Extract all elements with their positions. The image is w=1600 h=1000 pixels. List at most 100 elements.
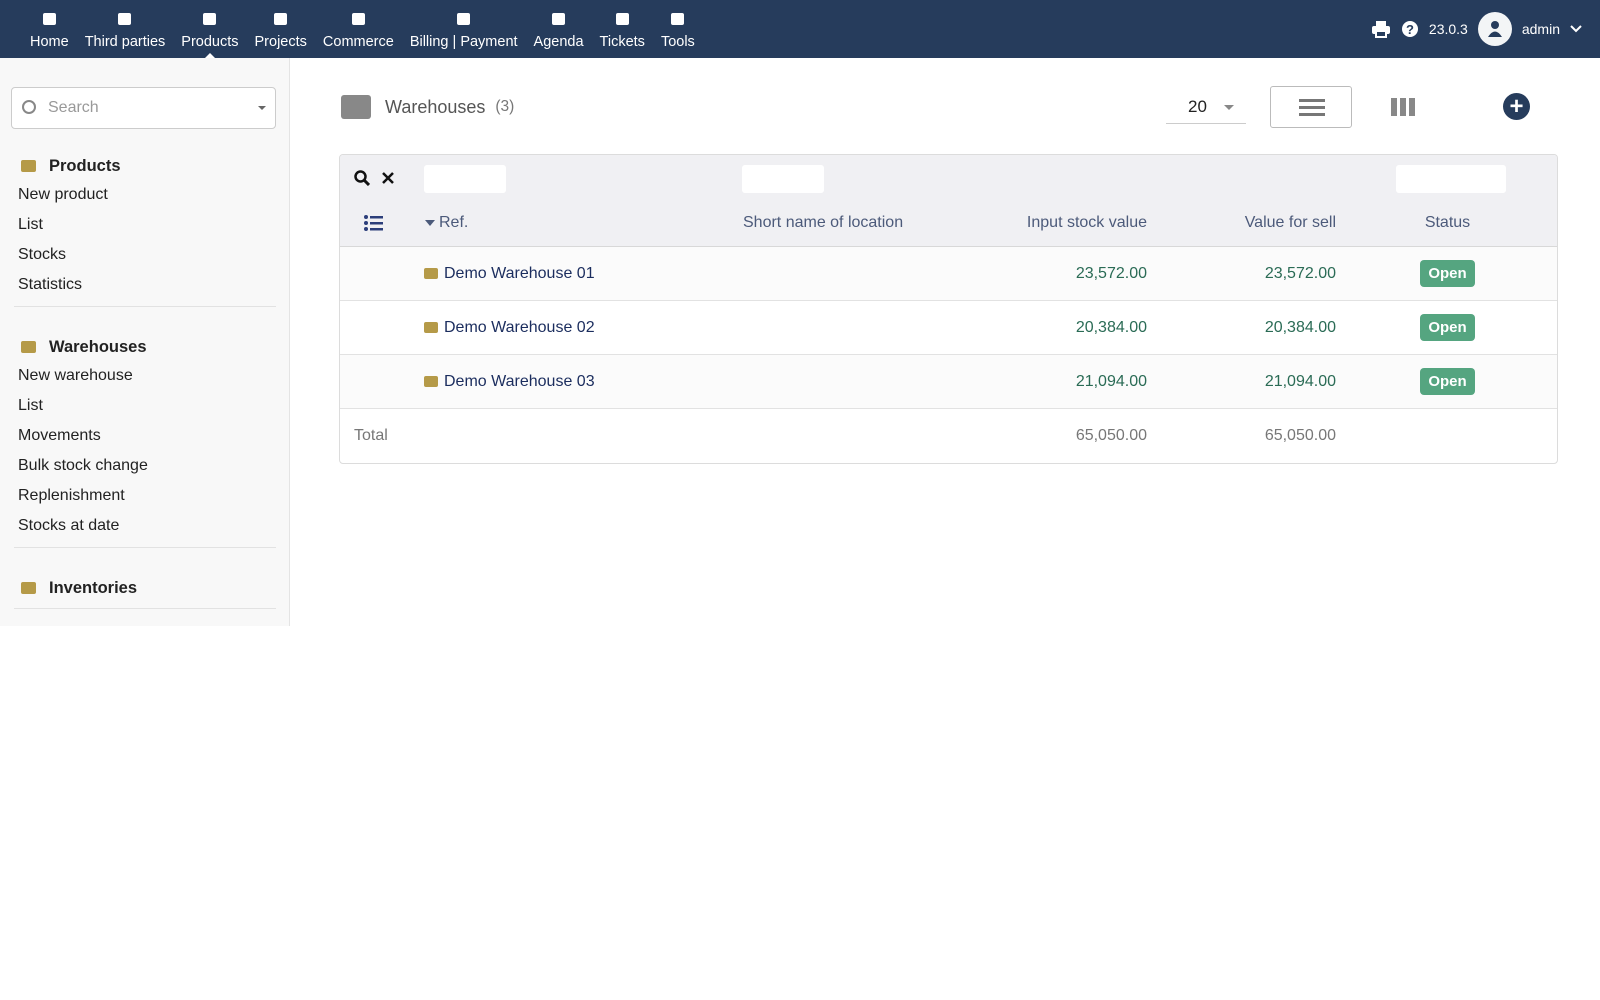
menu-icon [552,13,566,25]
column-header[interactable]: Ref. [424,214,743,232]
help-icon[interactable]: ? [1401,20,1419,38]
menu-link[interactable]: Stocks [18,246,67,263]
menu-item[interactable]: Commerce [315,0,402,58]
menu-label[interactable]: Commerce [322,34,394,50]
menu-label[interactable]: Products [181,34,239,50]
separator [14,547,276,548]
menu-item[interactable]: Third parties [77,0,174,58]
input-stock-value: 23,572.00 [1075,264,1147,282]
menu-link[interactable]: Stocks at date [18,517,120,534]
page-size-select[interactable]: 20 [1166,90,1246,124]
separator [14,608,276,609]
menu-link[interactable]: List [18,216,43,233]
menu-item[interactable]: Billing | Payment [402,0,526,58]
separator [14,306,276,307]
column-selector[interactable] [364,215,384,231]
menu-label[interactable]: Tickets [599,34,645,50]
menu-item[interactable]: Projects [247,0,315,58]
menu-section: Warehouses New warehouse List Movements Bulk… [0,333,290,548]
column-header[interactable]: Value for sell [1244,214,1336,231]
new-button[interactable]: + [1503,93,1530,120]
filter-status[interactable] [1396,165,1506,193]
title-text: Warehouses [385,96,486,117]
total-input-stock-value: 65,050.00 [1075,427,1147,444]
total-label: Total [354,427,388,444]
input-stock-value: 20,384.00 [1075,318,1147,336]
menu-link[interactable]: Statistics [18,276,83,293]
input-stock-value: 21,094.00 [1075,372,1147,390]
top-right: ? 23.0.3 admin [1371,0,1582,58]
warehouse-table: Ref. Short name of location Input stock va… [339,154,1558,464]
menu-section: Inventories [0,574,290,609]
filter-header [340,155,1557,247]
menu-label[interactable]: Billing | Payment [409,34,518,50]
warehouse-ref[interactable]: Demo Warehouse 01 [424,265,743,283]
menu-link[interactable]: Replenishment [18,487,125,504]
column-headers: Ref. Short name of location Input stock va… [340,203,1557,243]
menu-label[interactable]: Projects [254,34,307,50]
value-for-sell: 21,094.00 [1264,372,1336,390]
total-value-for-sell: 65,050.00 [1264,427,1336,444]
menu-icon [671,13,685,25]
menu-icon [615,13,629,25]
menu-label[interactable]: Agenda [533,34,584,50]
total-row: Total 65,050.00 65,050.00 [340,409,1557,463]
print-icon[interactable] [1371,20,1391,38]
status-badge: Open [1420,260,1475,287]
user-name[interactable]: admin [1521,21,1560,37]
warehouse-ref[interactable]: Demo Warehouse 02 [424,319,743,337]
version: 23.0.3 [1428,21,1468,37]
status-cell: Open [1336,368,1557,395]
kanban-view-button[interactable] [1391,98,1415,116]
sort-icon [425,220,435,226]
user-avatar[interactable] [1477,12,1512,46]
record-count: (3) [495,98,515,115]
user-menu-caret[interactable] [1570,25,1582,33]
menu-link[interactable]: List [18,397,43,414]
main-menu: Home Third parties Products Projects Commerc… [22,0,703,58]
svg-text:?: ? [1406,22,1414,37]
table-row: Demo Warehouse 01 23,572.00 23,572.00 Open [340,247,1557,301]
menu-icon [118,13,132,25]
menu-link[interactable]: Movements [18,427,101,444]
column-header[interactable]: Status [1424,214,1471,231]
table-row: Demo Warehouse 02 20,384.00 20,384.00 Open [340,301,1557,355]
value-for-sell: 20,384.00 [1264,318,1336,336]
section-title[interactable]: Warehouses [0,333,290,361]
search-filter-button[interactable] [354,170,370,186]
status-cell: Open [1336,314,1557,341]
menu-section: Products New product List Stocks Statistics [0,152,290,307]
section-title[interactable]: Inventories [0,574,290,602]
status-badge: Open [1420,368,1475,395]
list-view-button[interactable] [1270,86,1352,128]
status-badge: Open [1420,314,1475,341]
menu-item[interactable]: Tickets [592,0,653,58]
menu-item[interactable]: Tools [653,0,703,58]
menu-link[interactable]: New product [18,186,108,203]
filter-ref[interactable] [424,165,506,193]
menu-label[interactable]: Home [30,34,69,50]
menu-label[interactable]: Third parties [84,34,166,50]
menu-item[interactable]: Agenda [526,0,592,58]
menu-item[interactable]: Products [173,0,246,58]
column-header[interactable]: Short name of location [743,214,904,231]
status-cell: Open [1336,260,1557,287]
menu-icon [203,13,217,25]
menu-item[interactable]: Home [22,0,77,58]
menu-icon [274,13,288,25]
menu-link[interactable]: Bulk stock change [18,457,148,474]
filter-location[interactable] [742,165,824,193]
table-row: Demo Warehouse 03 21,094.00 21,094.00 Open [340,355,1557,409]
menu-icon [457,13,471,25]
menu-link[interactable]: New warehouse [18,367,133,384]
column-header[interactable]: Input stock value [1026,214,1147,231]
section-title[interactable]: Products [0,152,290,180]
menu-icon [42,13,56,25]
menu-label[interactable]: Tools [660,34,695,50]
page-title: Warehouses (3) [341,95,514,119]
search-box[interactable]: Search [11,87,276,129]
clear-filter-button[interactable] [382,172,394,184]
warehouse-ref[interactable]: Demo Warehouse 03 [424,373,743,391]
menu-icon [351,13,365,25]
